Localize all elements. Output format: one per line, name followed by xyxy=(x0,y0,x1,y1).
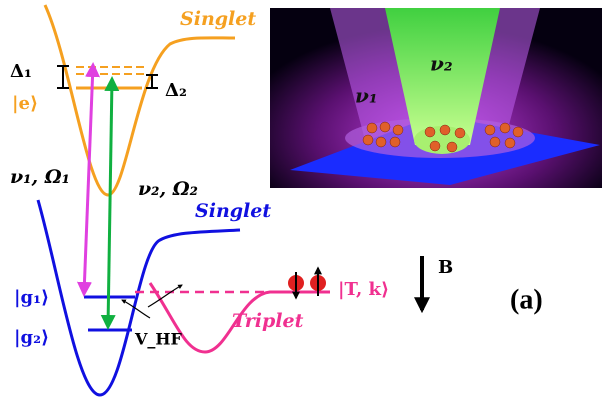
field-label: B xyxy=(438,257,453,278)
excited-state-label: |e⟩ xyxy=(12,93,38,114)
delta2-label: Δ₂ xyxy=(165,80,187,101)
triplet-state-label: |T, k⟩ xyxy=(338,279,389,300)
g2-label: |g₂⟩ xyxy=(14,327,49,348)
laser2-label: ν₂, Ω₂ xyxy=(138,178,198,200)
delta1-label: Δ₁ xyxy=(10,61,32,82)
panel-label: (a) xyxy=(510,284,543,315)
excited-potential xyxy=(45,5,235,195)
ground-singlet-label: Singlet xyxy=(195,200,271,222)
laser1-arrow xyxy=(84,65,93,294)
beam1-label: ν₁ xyxy=(355,84,378,108)
excited-singlet-label: Singlet xyxy=(180,8,256,30)
laser2-arrow xyxy=(108,79,112,327)
g1-label: |g₁⟩ xyxy=(14,287,49,308)
coupling-label: V_HF xyxy=(134,330,183,349)
laser1-label: ν₁, Ω₁ xyxy=(10,166,70,188)
inset: ν₂ ν₁ xyxy=(270,8,602,188)
triplet-label: Triplet xyxy=(232,310,304,332)
page: ν₂ ν₁ Singlet Δ₁ Δ₂ |e⟩ ν₁, Ω₁ ν₂, Ω₂ Si… xyxy=(0,0,612,409)
ground-potential xyxy=(38,200,240,395)
beam2-label: ν₂ xyxy=(430,52,453,76)
diagram: ν₂ ν₁ Singlet Δ₁ Δ₂ |e⟩ ν₁, Ω₁ ν₂, Ω₂ Si… xyxy=(0,0,612,409)
